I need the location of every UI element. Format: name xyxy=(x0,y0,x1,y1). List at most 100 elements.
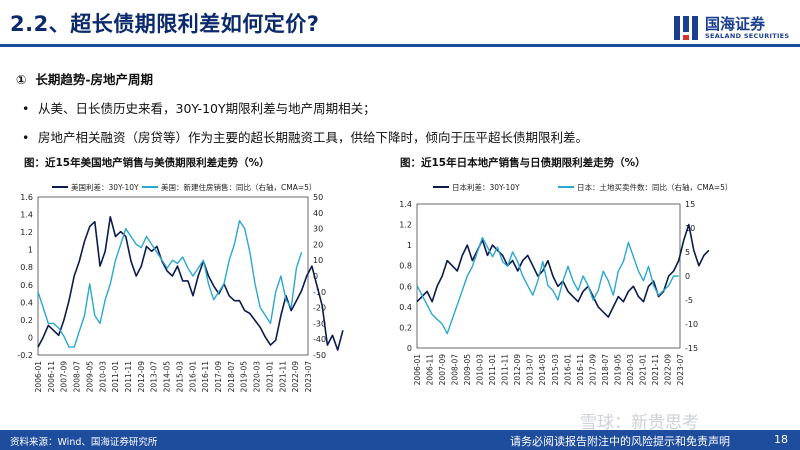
x-tick-label: 2010-03 xyxy=(476,354,485,386)
y-left-tick-label: 1.2 xyxy=(399,221,412,230)
x-tick-label: 2018-07 xyxy=(601,354,610,386)
x-tick-label: 2020-03 xyxy=(253,361,262,393)
bullet-text: 房地产相关融资（房贷等）作为主要的超长期融资工具，供给下降时，倾向于压平超长债期… xyxy=(38,130,589,145)
x-tick-label: 2016-11 xyxy=(576,354,585,386)
legend-label: 美国：新建住房销售：同比（右轴，CMA=5） xyxy=(161,182,316,192)
section-heading: ① 长期趋势-房地产周期 xyxy=(16,69,153,88)
x-tick-label: 2020-03 xyxy=(626,354,635,386)
x-tick-label: 2006-01 xyxy=(413,354,422,386)
x-tick-label: 2017-09 xyxy=(588,354,597,386)
x-tick-label: 2022-09 xyxy=(663,354,672,386)
x-tick-label: 2011-01 xyxy=(488,354,497,386)
y-left-tick-label: 0 xyxy=(407,344,412,353)
x-tick-label: 2011-01 xyxy=(111,361,120,393)
chart-title-jp: 图：近15年日本地产销售与日债期限利差走势（%） xyxy=(400,157,646,169)
series-line xyxy=(416,223,710,318)
x-tick-label: 2014-05 xyxy=(163,361,172,393)
y-left-tick-label: 0.8 xyxy=(399,262,412,271)
x-tick-label: 2012-09 xyxy=(137,361,146,393)
x-tick-label: 2013-07 xyxy=(526,354,535,386)
logo-text-en: SEALAND SECURITIES xyxy=(705,32,790,40)
x-tick-label: 2007-09 xyxy=(438,354,447,386)
section-label: 长期趋势-房地产周期 xyxy=(35,72,154,87)
y-left-tick-label: 1 xyxy=(28,246,33,255)
page-title: 2.2、超长债期限利差如何定价? xyxy=(10,12,320,36)
y-right-tick-label: 0 xyxy=(313,272,318,281)
y-left-tick-label: 0.2 xyxy=(20,316,33,325)
y-left-tick-label: 0.4 xyxy=(20,298,33,307)
x-tick-label: 2021-01 xyxy=(638,354,647,386)
y-right-tick-label: -10 xyxy=(685,320,698,329)
chart-us: -0.2 0 0.2 0.4 0.6 0.8 1 1.2 1.4 1.6 -50 -40 -30 -20 -… xyxy=(17,182,344,393)
logo-text-cn: 国海证券 xyxy=(705,15,766,33)
y-right-tick-label: 50 xyxy=(313,193,323,202)
chart-title-us: 图：近15年美国地产销售与美债期限利差走势（%） xyxy=(24,157,270,169)
y-left-tick-label: 1.6 xyxy=(20,193,33,202)
chart-jp: 00.20.40.60.811.21.4-15-10-50510152006-0… xyxy=(399,182,732,386)
y-right-tick-label: 30 xyxy=(313,225,323,234)
y-left-tick-label: 0 xyxy=(28,333,33,342)
x-tick-label: 2022-09 xyxy=(291,361,300,393)
y-left-tick-label: 1.4 xyxy=(399,200,412,209)
x-tick-label: 2017-09 xyxy=(214,361,223,393)
x-tick-label: 2015-03 xyxy=(551,354,560,386)
y-right-tick-label: -30 xyxy=(313,319,326,328)
x-tick-label: 2018-07 xyxy=(227,361,236,393)
section-marker: ① xyxy=(16,72,27,87)
x-tick-label: 2016-01 xyxy=(188,361,197,393)
plot-frame xyxy=(37,196,309,356)
bullet-marker: • xyxy=(22,101,30,116)
y-right-tick-label: -5 xyxy=(685,296,693,305)
x-tick-label: 2006-01 xyxy=(34,361,43,393)
y-left-tick-label: -0.2 xyxy=(17,351,33,360)
y-left-tick-label: 0.6 xyxy=(20,281,33,290)
bullet-marker: • xyxy=(22,130,30,145)
x-tick-label: 2010-03 xyxy=(98,361,107,393)
x-tick-label: 2019-05 xyxy=(613,354,622,386)
x-tick-label: 2021-11 xyxy=(278,361,287,393)
page-number: 18 xyxy=(774,433,788,446)
x-tick-label: 2021-01 xyxy=(265,361,274,393)
x-tick-label: 2023-07 xyxy=(304,361,313,393)
x-tick-label: 2014-05 xyxy=(538,354,547,386)
y-left-tick-label: 1.2 xyxy=(20,228,33,237)
x-tick-label: 2016-11 xyxy=(201,361,210,393)
x-tick-label: 2016-01 xyxy=(563,354,572,386)
footer-bar xyxy=(0,430,800,450)
x-tick-label: 2011-11 xyxy=(124,361,133,393)
brand-logo-icon xyxy=(674,16,698,40)
y-right-tick-label: -15 xyxy=(685,344,698,353)
x-tick-label: 2019-05 xyxy=(240,361,249,393)
y-left-tick-label: 0.2 xyxy=(399,323,412,332)
bullet-text: 从美、日长债历史来看，30Y-10Y期限利差与地产周期相关； xyxy=(38,101,376,116)
x-tick-label: 2006-11 xyxy=(426,354,435,386)
series-line xyxy=(37,220,303,348)
y-left-tick-label: 1 xyxy=(407,241,412,250)
legend-label: 日本利差：30Y-10Y xyxy=(452,182,520,192)
x-tick-label: 2009-05 xyxy=(85,361,94,393)
y-right-tick-label: -50 xyxy=(313,351,326,360)
x-tick-label: 2008-07 xyxy=(451,354,460,386)
series-line xyxy=(416,236,679,335)
y-right-tick-label: -10 xyxy=(313,288,326,297)
y-left-tick-label: 1.4 xyxy=(20,211,33,220)
watermark: 雪球：新贵思考 xyxy=(580,413,699,433)
y-right-tick-label: -40 xyxy=(313,335,326,344)
x-tick-label: 2007-09 xyxy=(60,361,69,393)
x-tick-label: 2008-07 xyxy=(73,361,82,393)
y-right-tick-label: 40 xyxy=(313,209,323,218)
legend-label: 美国利差：30Y-10Y xyxy=(71,182,139,192)
plot-frame xyxy=(416,203,681,349)
footer-source: 资料来源：Wind、国海证券研究所 xyxy=(10,437,158,448)
title-rule xyxy=(0,44,800,47)
y-right-tick-label: -20 xyxy=(313,304,326,313)
y-right-tick-label: 20 xyxy=(313,240,323,249)
x-tick-label: 2011-11 xyxy=(501,354,510,386)
x-tick-label: 2015-03 xyxy=(175,361,184,393)
y-right-tick-label: 5 xyxy=(685,248,690,257)
y-right-tick-label: 0 xyxy=(685,272,690,281)
series-line xyxy=(37,215,344,351)
y-right-tick-label: 15 xyxy=(685,200,695,209)
x-tick-label: 2012-09 xyxy=(513,354,522,386)
y-right-tick-label: 10 xyxy=(313,256,323,265)
